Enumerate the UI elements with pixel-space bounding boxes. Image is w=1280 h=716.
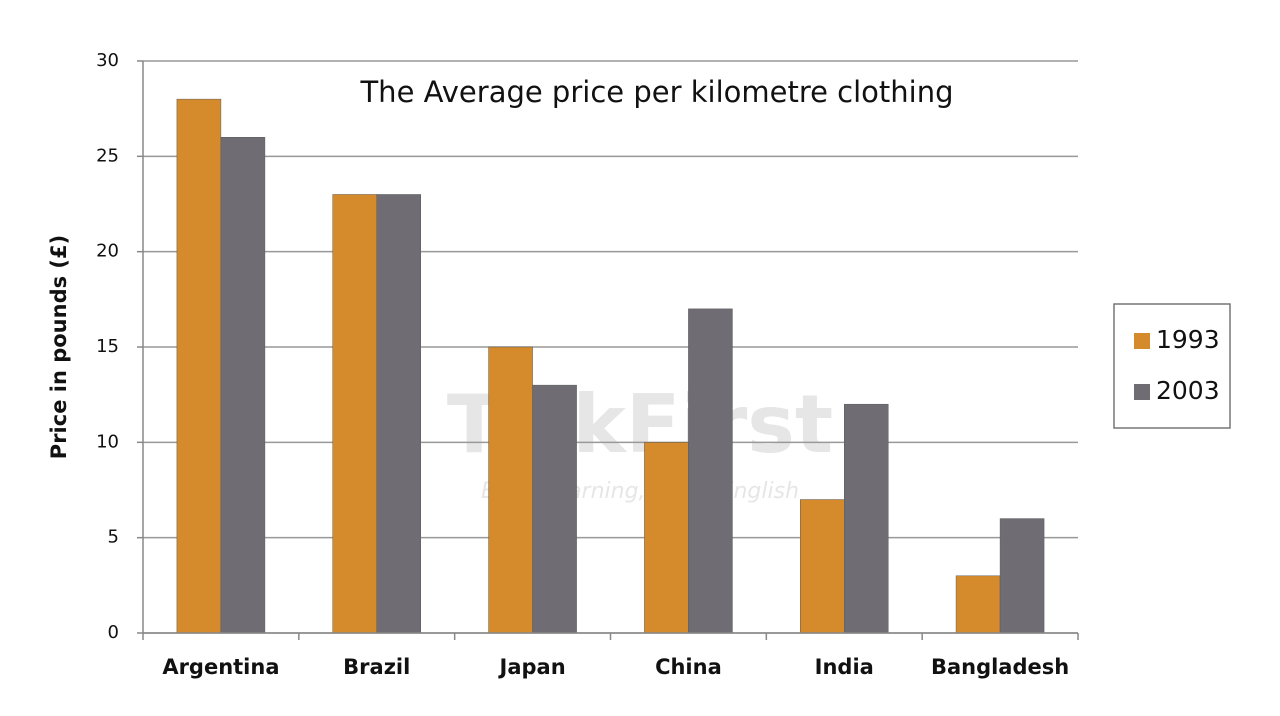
y-axis-label: Price in pounds (£) [47, 235, 71, 459]
bar [488, 346, 533, 634]
bar [532, 384, 577, 634]
legend-label: 2003 [1156, 376, 1220, 405]
chart-title: The Average price per kilometre clothing [359, 75, 953, 109]
bar [176, 98, 222, 634]
bar [644, 442, 689, 634]
bar [220, 137, 266, 634]
y-tick-label: 15 [96, 336, 119, 357]
x-tick-label: China [655, 655, 722, 679]
y-tick-label: 5 [108, 527, 119, 548]
bar [844, 403, 889, 634]
bar [376, 194, 421, 634]
legend-swatch [1134, 333, 1150, 349]
x-tick-label: Japan [498, 655, 566, 679]
y-tick-label: 10 [96, 431, 119, 452]
bar [999, 518, 1045, 634]
bar [688, 308, 733, 634]
x-tick-label: India [815, 655, 874, 679]
x-tick-label: Bangladesh [931, 655, 1069, 679]
bar [800, 499, 845, 634]
x-tick-label: Argentina [162, 655, 279, 679]
y-tick-label: 30 [96, 50, 119, 71]
y-tick-label: 0 [108, 622, 119, 643]
y-tick-label: 20 [96, 241, 119, 262]
bar [332, 194, 377, 634]
legend-label: 1993 [1156, 325, 1220, 354]
y-tick-label: 25 [96, 145, 119, 166]
bar [955, 575, 1001, 634]
legend-swatch [1134, 384, 1150, 400]
x-tick-label: Brazil [343, 655, 410, 679]
legend-box [1113, 303, 1231, 429]
